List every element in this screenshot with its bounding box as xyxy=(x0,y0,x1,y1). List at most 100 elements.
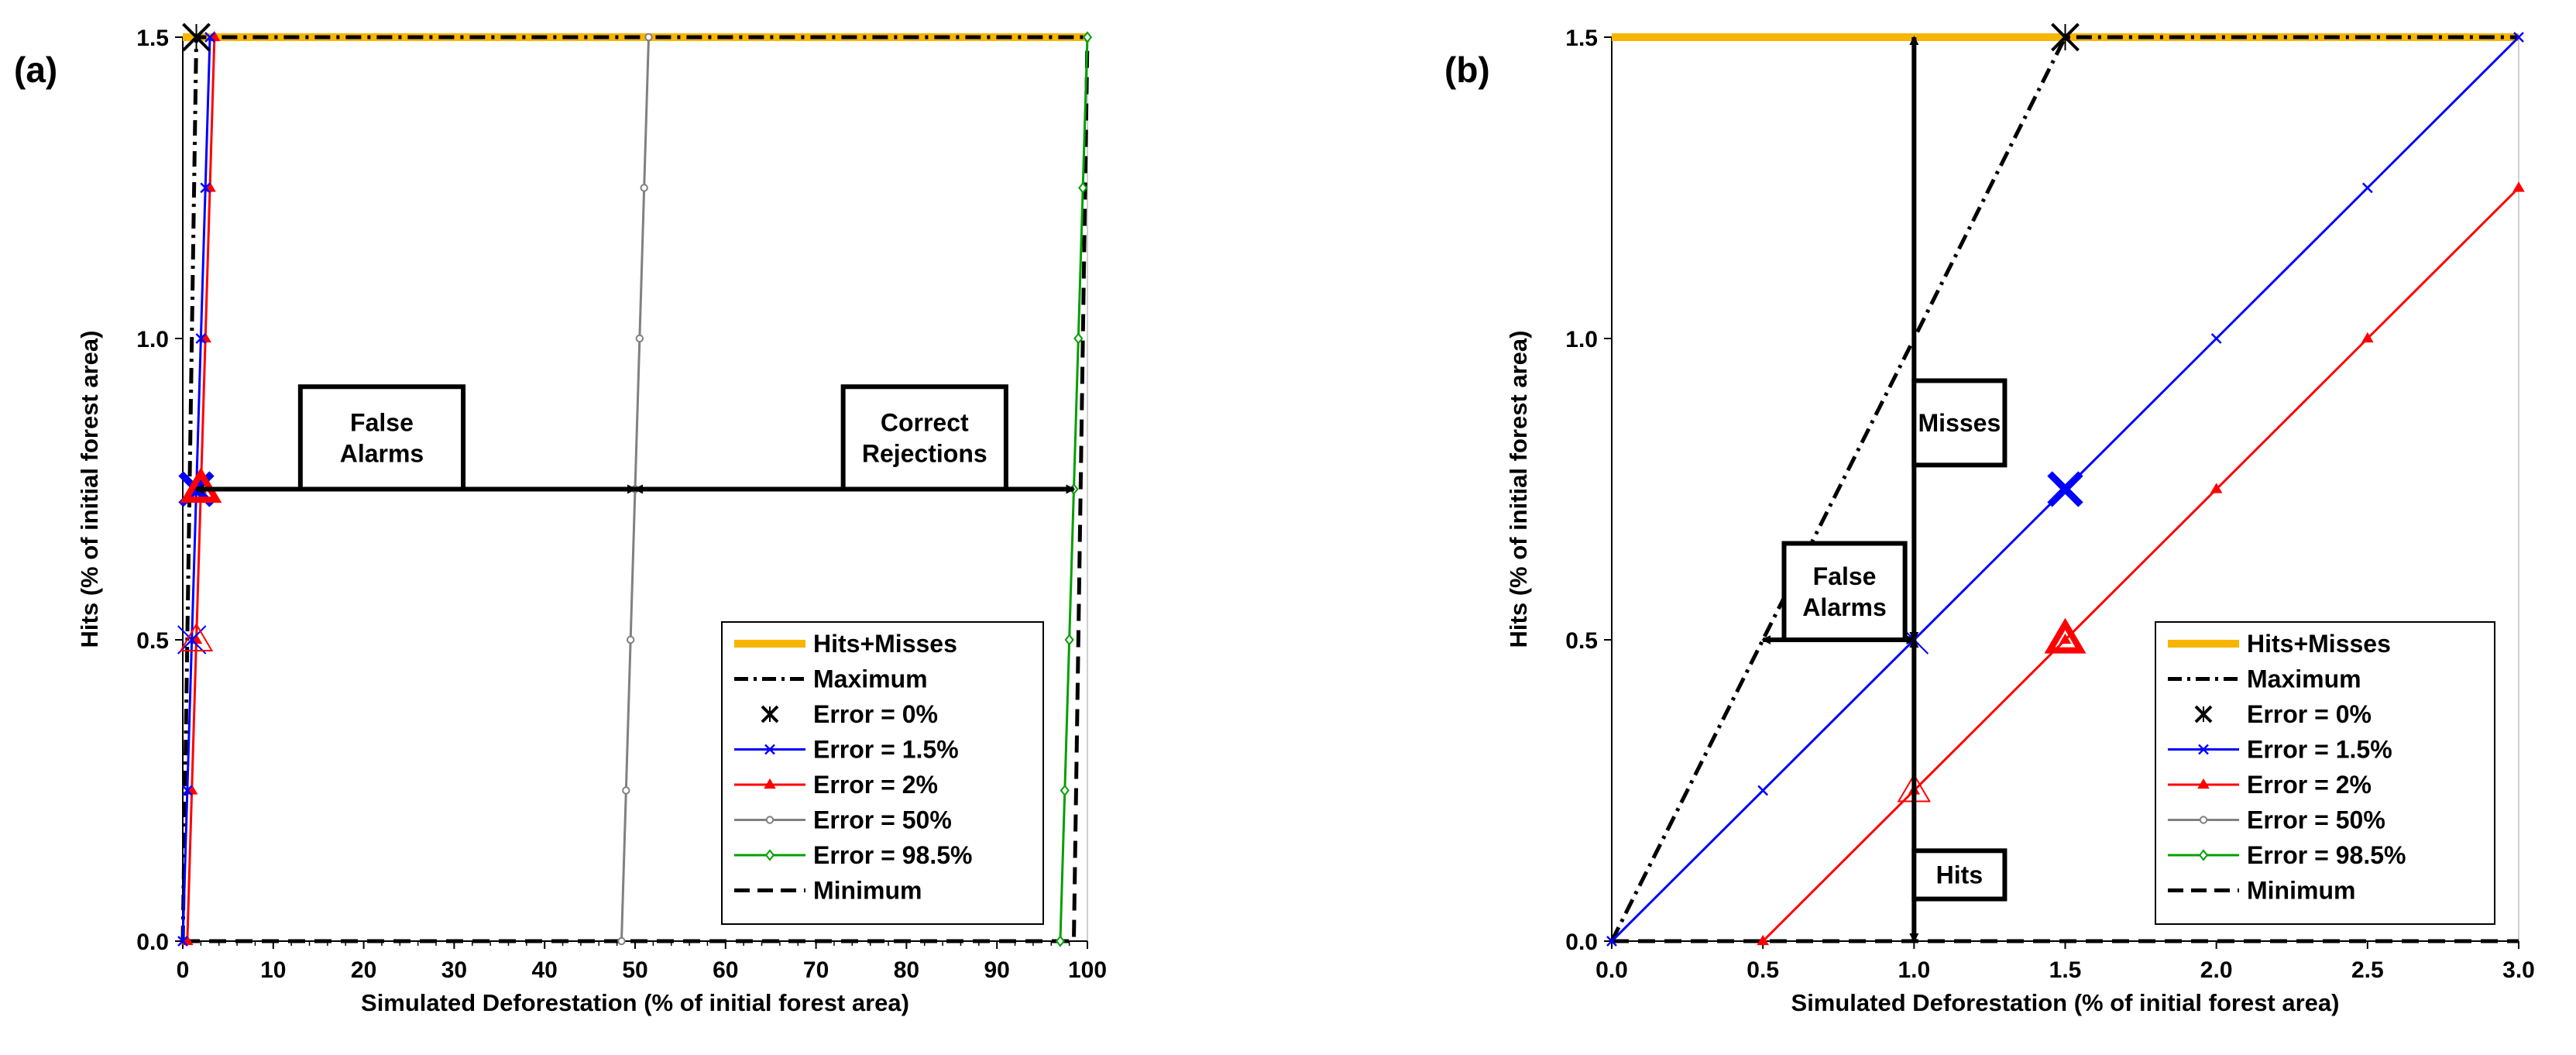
y-axis-label: Hits (% of initial forest area) xyxy=(76,331,103,648)
highlight-markers xyxy=(1897,471,2087,802)
series-point-error-1-5 xyxy=(1606,936,1617,947)
x-tick-label: 40 xyxy=(532,957,558,983)
x-tick-label: 60 xyxy=(713,957,738,983)
legend-entry: Error = 50% xyxy=(2168,806,2385,834)
series-point-error-98-5 xyxy=(1060,784,1070,797)
annotation-box xyxy=(1781,541,1908,643)
chart-panel-b: (b) 0.0 0.5 1.0 1.5 2.0 2.5 3.0 0.0 0.5 1.0 1.5 Simu… xyxy=(1444,22,2535,1016)
x-tick-label: 90 xyxy=(984,957,1010,983)
highlight-marker xyxy=(2044,617,2087,654)
legend-label: Error = 98.5% xyxy=(2247,841,2406,869)
series-line-maximum xyxy=(1609,35,2519,943)
series-point-error-2 xyxy=(2210,483,2223,493)
series-point-error-98-5 xyxy=(1073,332,1084,345)
y-tick-label: 0.0 xyxy=(136,930,169,955)
y-tick-label: 1.0 xyxy=(1565,327,1598,352)
legend-swatch-marker xyxy=(764,744,775,755)
x-axis: 0 10 20 30 40 50 60 70 80 90 100 xyxy=(177,941,1107,983)
annotations: Misses Hits False Alarms xyxy=(1761,36,2008,943)
annotation-label: False xyxy=(350,408,414,436)
annotations: False Alarms Correct Rejections xyxy=(194,384,1076,494)
x-tick-label: 80 xyxy=(894,957,919,983)
legend-entry: Maximum xyxy=(734,665,928,693)
legend-box xyxy=(2155,621,2495,925)
series-point-error-1-5 xyxy=(2513,32,2524,43)
highlight-marker xyxy=(2047,471,2083,507)
x-tick-label: 50 xyxy=(622,957,647,983)
legend-entry: Hits+Misses xyxy=(2168,630,2391,658)
y-axis: 0.0 0.5 1.0 1.5 xyxy=(1565,26,1612,955)
legend-swatch-marker xyxy=(2197,778,2210,789)
x-axis-label: Simulated Deforestation (% of initial fo… xyxy=(1791,989,2340,1016)
series-point-error-1-5 xyxy=(2210,333,2222,344)
legend-entry: Error = 0% xyxy=(761,700,938,728)
legend-swatch-marker xyxy=(764,849,775,861)
annotation-box xyxy=(840,384,1008,492)
series-point-error-1-5 xyxy=(181,785,193,796)
legend-entry: Error = 50% xyxy=(734,806,952,834)
x-tick-label: 2.5 xyxy=(2351,957,2384,983)
annotation-label: Hits xyxy=(1936,861,1983,888)
legend-label: Error = 2% xyxy=(2247,771,2372,799)
series-point-error-1-5 xyxy=(177,936,188,947)
x-axis-label: Simulated Deforestation (% of initial fo… xyxy=(361,989,909,1016)
legend-label: Error = 98.5% xyxy=(813,841,972,869)
legend-label: Hits+Misses xyxy=(813,630,957,658)
legend-box xyxy=(721,621,1044,925)
series-point-error-98-5 xyxy=(1082,31,1093,43)
series-point-error-98-5 xyxy=(1078,181,1088,194)
series-line-minimum xyxy=(183,36,1090,943)
legend-swatch xyxy=(761,705,779,723)
series-point-error-1-5 xyxy=(200,182,211,194)
legend-entry: Error = 2% xyxy=(2168,771,2372,799)
legend-label: Error = 1.5% xyxy=(2247,736,2392,764)
y-tick-label: 0.5 xyxy=(1565,628,1598,654)
series-point-error-0 xyxy=(2051,22,2080,52)
legend-swatch-marker xyxy=(2198,849,2209,861)
series-point-error-1-5 xyxy=(2361,182,2373,194)
legend-swatch-marker xyxy=(2198,744,2209,755)
series-point-error-2 xyxy=(2361,332,2374,343)
y-tick-label: 1.5 xyxy=(136,26,169,51)
x-tick-label: 3.0 xyxy=(2502,957,2535,983)
legend-label: Error = 0% xyxy=(2247,700,2372,728)
annotation-label: Correct xyxy=(881,408,969,436)
legend-label: Maximum xyxy=(813,665,928,693)
highlight-marker xyxy=(179,623,214,651)
y-tick-label: 1.5 xyxy=(1565,26,1598,51)
chart-panel-a: (a) 0 10 20 30 40 50 60 70 80 90 100 0.0 0.5 1.0 1.5 Sim… xyxy=(14,22,1107,1016)
legend-swatch xyxy=(2194,705,2213,723)
legend-entry: Error = 98.5% xyxy=(2168,841,2406,869)
y-tick-label: 0.5 xyxy=(136,628,169,654)
x-tick-label: 100 xyxy=(1068,957,1107,983)
legend-entry: Minimum xyxy=(2168,877,2355,905)
annotation-box xyxy=(297,384,466,492)
series-point-error-1-5 xyxy=(195,333,207,344)
series-point-error-2 xyxy=(2512,181,2525,192)
series-point-error-50 xyxy=(644,33,653,42)
legend-swatch-marker xyxy=(2199,816,2208,824)
legend: Hits+Misses Maximum Error = 0% Error = 1.5%… xyxy=(2155,621,2495,925)
y-axis: 0.0 0.5 1.0 1.5 xyxy=(136,26,183,955)
series-point-error-98-5 xyxy=(1055,935,1066,947)
legend-label: Minimum xyxy=(2247,877,2355,905)
series-point-error-1-5 xyxy=(204,32,215,43)
y-tick-label: 0.0 xyxy=(1565,930,1598,955)
series-point-error-2 xyxy=(2059,633,2072,644)
annotation-box xyxy=(1911,848,2008,902)
x-axis: 0.0 0.5 1.0 1.5 2.0 2.5 3.0 xyxy=(1595,941,2535,983)
series-point-error-50 xyxy=(640,184,648,192)
series-point-error-50 xyxy=(617,936,626,946)
panel-label: (a) xyxy=(14,50,57,90)
x-tick-label: 0.0 xyxy=(1595,957,1628,983)
legend-label: Hits+Misses xyxy=(2247,630,2391,658)
annotation-label: Alarms xyxy=(1802,593,1887,621)
series-line-error-2 xyxy=(1762,187,2520,943)
legend-swatch-marker xyxy=(765,816,775,824)
legend-entry: Error = 1.5% xyxy=(734,736,959,764)
legend-entry: Error = 98.5% xyxy=(734,841,972,869)
x-tick-label: 70 xyxy=(803,957,829,983)
y-axis-label: Hits (% of initial forest area) xyxy=(1505,331,1532,648)
legend-entry: Minimum xyxy=(734,877,922,905)
